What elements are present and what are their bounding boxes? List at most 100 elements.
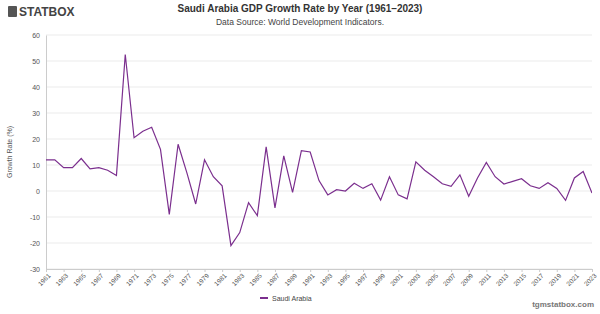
x-tick-label: 1991 [301, 272, 316, 287]
grid-line [46, 191, 592, 192]
x-tick: 1991 [301, 269, 316, 287]
y-tick: 50 [32, 58, 46, 65]
title: Saudi Arabia GDP Growth Rate by Year (19… [178, 3, 423, 14]
x-tick-label: 1973 [142, 272, 157, 287]
x-tick-label: 1979 [195, 272, 210, 287]
x-tick-label: 1995 [336, 272, 351, 287]
y-tick-label: 20 [32, 136, 40, 143]
x-tick: 1967 [89, 269, 104, 287]
x-tick: 2009 [459, 269, 474, 287]
x-tick-label: 2023 [582, 272, 597, 287]
x-tick-label: 2007 [442, 272, 457, 287]
x-axis: 1961196319651967196919711973197519771979… [36, 269, 597, 287]
x-tick: 1995 [336, 269, 351, 287]
x-tick-label: 1985 [248, 272, 263, 287]
y-tick: 20 [32, 136, 46, 143]
x-tick: 1983 [230, 269, 245, 287]
x-tick: 2021 [565, 269, 580, 287]
x-tick-label: 2003 [406, 272, 421, 287]
x-tick-label: 1997 [354, 272, 369, 287]
logo-icon [8, 6, 17, 17]
grid-line [46, 217, 592, 218]
x-tick-label: 1975 [160, 272, 175, 287]
x-tick-label: 2011 [477, 272, 492, 287]
subtitle: Data Source: World Development Indicator… [216, 17, 384, 27]
x-tick-label: 1989 [283, 272, 298, 287]
x-axis-line [47, 270, 593, 273]
x-tick-label: 1963 [54, 272, 69, 287]
x-tick-label: 2001 [389, 272, 404, 287]
x-tick: 1987 [265, 269, 280, 287]
x-tick-label: 1965 [72, 272, 87, 287]
x-tick: 2007 [442, 269, 457, 287]
x-tick: 2013 [494, 269, 509, 287]
y-tick-label: -30 [30, 266, 40, 273]
x-tick-label: 2017 [530, 272, 545, 287]
plot-area [46, 55, 592, 246]
x-tick: 1999 [371, 269, 386, 287]
x-tick-label: 2005 [424, 272, 439, 287]
x-tick: 1977 [177, 269, 192, 287]
y-tick-label: 10 [32, 162, 40, 169]
grid-line [46, 165, 592, 166]
legend-swatch [260, 297, 268, 299]
series-line [46, 55, 592, 246]
y-tick: 60 [32, 32, 46, 39]
y-tick: -20 [30, 240, 46, 247]
y-axis-line [46, 36, 47, 270]
y-tick: 40 [32, 84, 46, 91]
y-axis-title: Growth Rate (%) [6, 126, 14, 178]
y-tick: 0 [36, 188, 46, 195]
x-tick-label: 2009 [459, 272, 474, 287]
y-tick-label: -10 [30, 214, 40, 221]
watermark: tgmstatbox.com [532, 300, 594, 309]
x-tick: 2019 [547, 269, 562, 287]
grid-line [46, 61, 592, 62]
y-tick-label: 50 [32, 58, 40, 65]
x-tick: 1969 [107, 269, 122, 287]
x-tick: 2017 [530, 269, 545, 287]
legend-label: Saudi Arabia [272, 295, 312, 302]
y-tick: -30 [30, 266, 46, 273]
x-tick: 1981 [213, 269, 228, 287]
y-tick-label: -20 [30, 240, 40, 247]
x-tick: 2003 [406, 269, 421, 287]
x-tick: 1973 [142, 269, 157, 287]
y-tick-label: 30 [32, 110, 40, 117]
grid-line [46, 243, 592, 244]
x-tick-label: 1983 [230, 272, 245, 287]
x-tick: 2001 [389, 269, 404, 287]
x-tick: 1979 [195, 269, 210, 287]
y-tick-label: 0 [36, 188, 40, 195]
logo-text: STATBOX [19, 5, 75, 19]
x-tick-label: 2019 [547, 272, 562, 287]
x-tick: 2023 [582, 269, 597, 287]
y-tick: 10 [32, 162, 46, 169]
x-tick: 1989 [283, 269, 298, 287]
grid-line [46, 87, 592, 88]
x-tick: 1975 [160, 269, 175, 287]
x-tick: 2015 [512, 269, 527, 287]
y-tick-label: 40 [32, 84, 40, 91]
x-tick-label: 1993 [318, 272, 333, 287]
chart: STATBOX tgmstatbox.com Saudi Arabia GDP Gr… [0, 0, 600, 314]
x-tick-label: 2013 [494, 272, 509, 287]
legend: Saudi Arabia [260, 295, 312, 302]
logo: STATBOX [8, 5, 75, 19]
grid-line [46, 113, 592, 114]
x-tick-label: 2015 [512, 272, 527, 287]
x-tick: 1961 [36, 269, 51, 287]
x-tick-label: 1987 [265, 272, 280, 287]
x-tick-label: 1971 [125, 272, 140, 287]
x-tick-label: 1969 [107, 272, 122, 287]
x-tick: 2005 [424, 269, 439, 287]
grid-line [46, 139, 592, 140]
grid-line [46, 35, 592, 36]
x-tick: 1997 [354, 269, 369, 287]
x-tick-label: 1961 [36, 272, 51, 287]
grid [46, 35, 592, 269]
x-tick: 1985 [248, 269, 263, 287]
y-tick-label: 60 [32, 32, 40, 39]
x-tick-label: 1977 [177, 272, 192, 287]
x-tick: 1965 [72, 269, 87, 287]
